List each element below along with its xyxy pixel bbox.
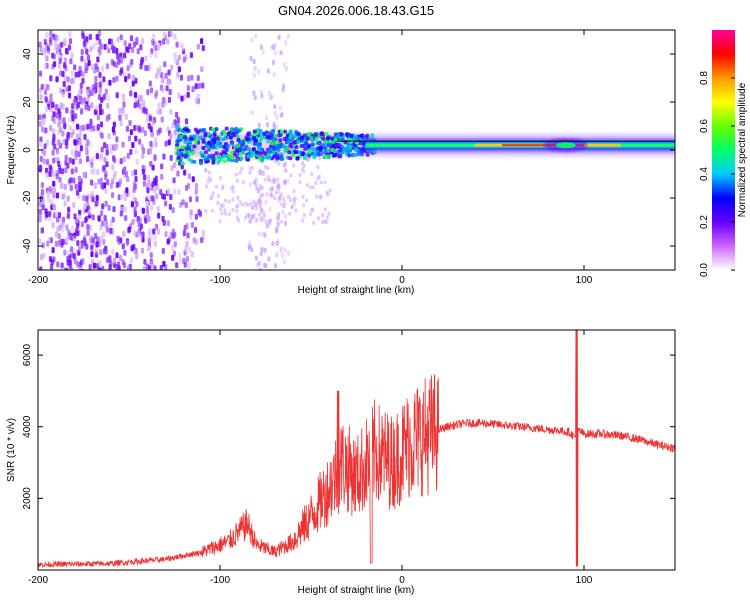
snr-x-label: Height of straight line (km): [298, 585, 415, 596]
y-tick-label: 4000: [22, 415, 33, 438]
colorbar-tick-label: 0.6: [699, 119, 710, 133]
x-tick-label: 100: [576, 275, 593, 286]
y-tick-label: 20: [22, 96, 33, 108]
chart-title: GN04.2026.006.18.43.G15: [278, 3, 434, 18]
ridge-layer: [174, 125, 675, 166]
spectrogram-x-ticks: -200 -100 0 100: [28, 30, 593, 286]
snr-y-ticks: 2000 4000 6000: [22, 344, 675, 510]
colorbar-ticks: 0.0 0.2 0.4 0.6 0.8: [699, 71, 735, 277]
x-tick-label: -200: [28, 575, 48, 586]
x-tick-label: 0: [399, 275, 405, 286]
colorbar-tick-label: 0.8: [699, 71, 710, 85]
spectrogram-x-label: Height of straight line (km): [298, 285, 415, 296]
spectrogram-y-ticks: -40 -20 0 20 40: [22, 48, 675, 253]
snr-x-ticks: -200 -100 0 100: [28, 330, 593, 586]
y-tick-label: 40: [22, 48, 33, 60]
x-tick-label: -100: [210, 275, 230, 286]
x-tick-label: 0: [399, 575, 405, 586]
y-tick-label: 2000: [22, 487, 33, 510]
colorbar-tick-label: 0.4: [699, 167, 710, 181]
y-tick-label: 6000: [22, 344, 33, 367]
y-tick-label: -20: [22, 190, 33, 205]
x-tick-label: -100: [210, 575, 230, 586]
snr-panel: -200 -100 0 100 2000 4000 6000 Height of stra…: [6, 329, 676, 596]
colorbar-gradient: [712, 30, 735, 270]
x-tick-label: -200: [28, 275, 48, 286]
colorbar-label: Normalized spectral amplitude: [737, 82, 748, 217]
snr-series-line: [38, 330, 675, 568]
colorbar: 0.0 0.2 0.4 0.6 0.8 Normalized spectral ampl…: [699, 30, 748, 277]
snr-y-label: SNR (10 * v/v): [6, 418, 17, 482]
y-tick-label: 0: [22, 147, 33, 153]
snr-frame: [37, 329, 676, 571]
spectrogram-y-label: Frequency (Hz): [6, 116, 17, 185]
colorbar-tick-label: 0.0: [699, 263, 710, 277]
y-tick-label: -40: [22, 238, 33, 253]
x-tick-label: 100: [576, 575, 593, 586]
colorbar-tick-label: 0.2: [699, 215, 710, 229]
